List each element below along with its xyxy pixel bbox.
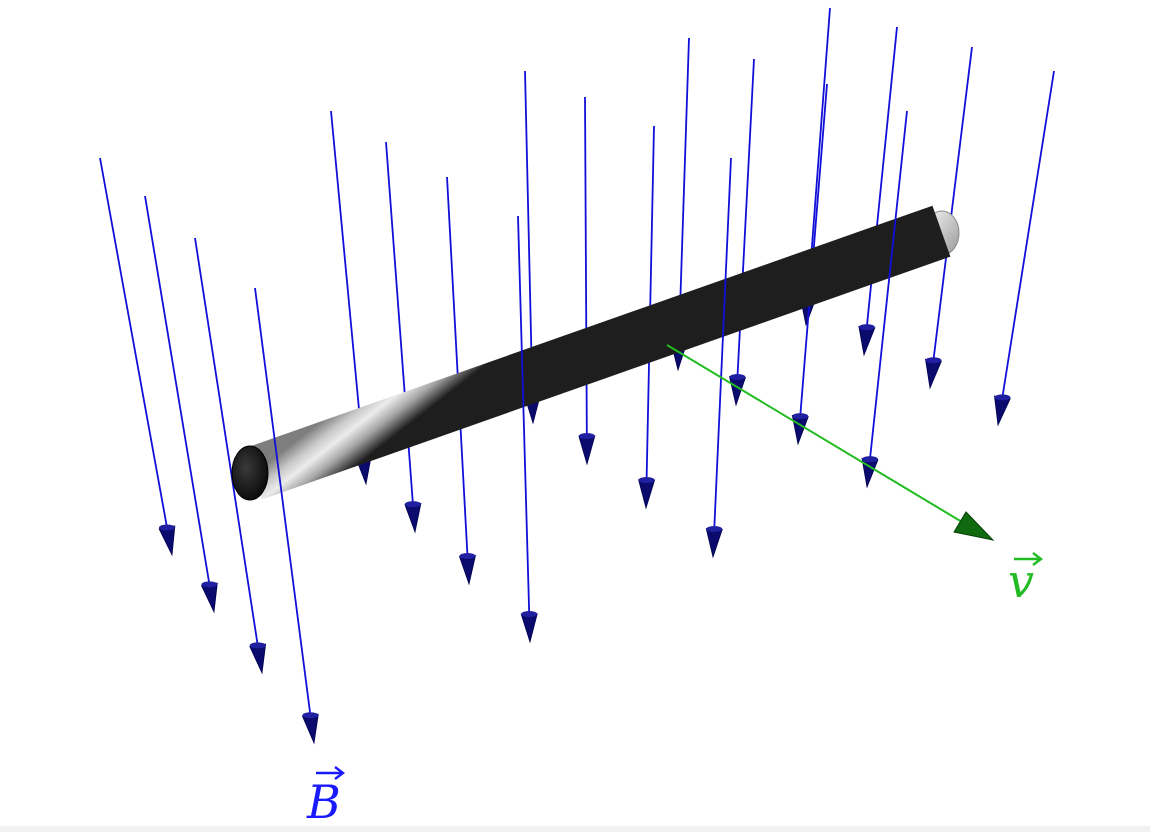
- field-arrow: [385, 141, 422, 534]
- field-arrow-shaft: [869, 110, 908, 460]
- field-arrow-shaft: [330, 110, 365, 457]
- field-arrow-shaft: [254, 287, 312, 716]
- field-arrow-shaft: [446, 176, 469, 557]
- field-arrow: [517, 215, 538, 644]
- field-arrow-head-base: [249, 642, 266, 649]
- field-arrow-shaft: [524, 70, 534, 396]
- field-arrow: [194, 237, 267, 675]
- field-arrow-head-base: [578, 433, 595, 440]
- field-arrow-head-base: [302, 712, 319, 719]
- field-arrow-shaft: [932, 46, 973, 361]
- field-arrow-head: [578, 435, 596, 466]
- field-arrow-head: [249, 643, 267, 675]
- field-arrow: [861, 110, 908, 489]
- rod-near-end: [231, 445, 269, 501]
- velocity-vector: [666, 344, 995, 541]
- field-arrow-head: [200, 582, 218, 614]
- field-arrow-shaft: [645, 125, 655, 481]
- velocity-label: v: [1008, 552, 1043, 608]
- magnetic-field-lines-front: [254, 110, 908, 745]
- field-arrow-shaft: [99, 157, 168, 528]
- velocity-shaft: [666, 344, 963, 523]
- field-arrow: [728, 58, 755, 407]
- field-arrow-shaft: [713, 157, 732, 530]
- field-arrow-head: [301, 713, 319, 745]
- field-arrow-head-base: [159, 524, 176, 531]
- field-arrow-head: [994, 395, 1011, 427]
- field-arrow-shaft: [194, 237, 259, 646]
- field-arrow: [99, 157, 176, 557]
- field-arrow: [638, 125, 656, 510]
- field-label: B: [306, 766, 345, 829]
- field-arrow-shaft: [1001, 70, 1055, 398]
- field-arrow-head-base: [994, 394, 1011, 401]
- field-arrow-head-base: [729, 374, 746, 381]
- field-arrow-head-base: [521, 611, 538, 618]
- field-arrow-head-base: [706, 526, 723, 533]
- field-arrow-head-base: [925, 357, 942, 364]
- field-arrow: [144, 195, 218, 614]
- velocity-label-vector-head: [1032, 552, 1043, 566]
- field-label-vector-head: [334, 766, 345, 780]
- field-arrow-head-base: [201, 581, 218, 588]
- field-arrow-head-base: [858, 324, 875, 331]
- field-arrow: [994, 70, 1055, 427]
- field-arrow-head: [791, 415, 809, 446]
- field-arrow: [925, 46, 973, 390]
- field-arrow-head: [520, 613, 538, 644]
- field-arrow-shaft: [517, 215, 531, 615]
- bottom-edge: [0, 826, 1150, 832]
- field-arrow-head: [705, 528, 723, 559]
- field-arrow: [705, 157, 732, 559]
- velocity-label-text: v: [1008, 554, 1034, 608]
- field-arrow: [578, 96, 596, 466]
- field-arrow-head: [458, 555, 476, 586]
- field-arrow-head-base: [459, 553, 476, 560]
- field-arrow-head: [925, 358, 942, 390]
- field-arrow-head: [404, 503, 422, 534]
- field-label-text: B: [306, 775, 341, 829]
- field-arrow-head-base: [638, 477, 655, 484]
- field-arrow: [858, 26, 898, 357]
- velocity-arrowhead: [953, 511, 995, 541]
- field-arrow-shaft: [678, 37, 690, 343]
- field-arrow-head-base: [861, 456, 878, 463]
- conducting-rod: [231, 205, 960, 501]
- rod-body: [244, 205, 951, 500]
- field-arrow-head: [858, 325, 876, 357]
- field-arrow-head-base: [792, 413, 809, 420]
- field-arrow: [446, 176, 476, 586]
- field-arrow-head-base: [404, 501, 421, 508]
- field-arrow-head: [638, 479, 656, 510]
- field-arrow: [254, 287, 319, 745]
- field-arrow-shaft: [144, 195, 211, 585]
